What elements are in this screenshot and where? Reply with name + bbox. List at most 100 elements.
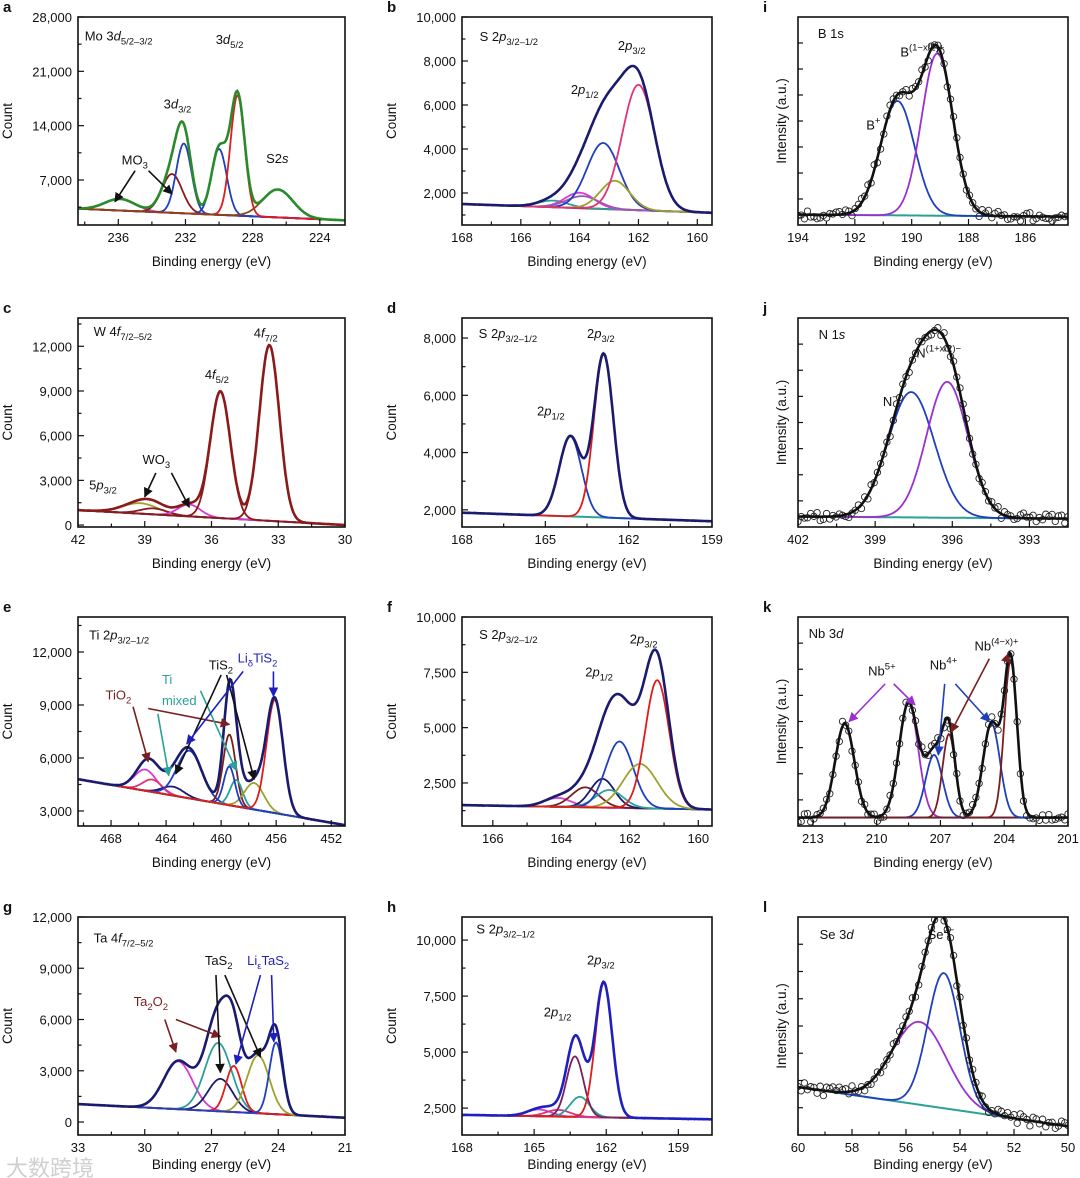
x-tick-label: 399 [864, 532, 886, 547]
envelope-line [462, 64, 712, 215]
label-part: 3/2 [601, 961, 614, 972]
x-tick-label: 186 [1015, 230, 1037, 245]
label-part: p [624, 38, 632, 53]
label-part: mixed [162, 693, 197, 708]
data-point-marker [938, 909, 944, 915]
annotation-arrow [144, 472, 157, 498]
y-tick-label: 12,000 [32, 339, 72, 354]
y-tick-label: 8,000 [423, 54, 456, 69]
y-tick-label: 4,000 [423, 142, 456, 157]
peak-annotation: S 2p3/2–1/2 [479, 627, 537, 646]
label-part: d [114, 28, 122, 43]
envelope-line [462, 648, 712, 811]
peak-annotation: 2p1/2 [537, 403, 565, 422]
label-part: 3 [216, 32, 223, 47]
axes-frame [461, 16, 713, 226]
annotation-arrow [175, 1018, 222, 1038]
peak-annotation: S2s [266, 151, 289, 166]
x-tick-label: 236 [107, 230, 129, 245]
y-tick-label: 5,000 [423, 1045, 456, 1060]
x-tick-label: 162 [628, 230, 650, 245]
data-point-marker [803, 207, 812, 215]
x-tick-label: 21 [338, 1140, 352, 1155]
x-axis-label: Binding energy (eV) [527, 254, 646, 269]
label-part: 2 [228, 666, 233, 677]
peak-annotation: WO3 [143, 452, 171, 471]
peak-annotation: N(1+x/2)− [916, 344, 961, 361]
axes-frame [797, 916, 1069, 1136]
label-part: d [171, 97, 179, 112]
label-part: Ti 2 [89, 628, 110, 643]
label-part: B [866, 117, 875, 132]
y-tick-label: 0 [65, 518, 72, 533]
data-point-marker [975, 212, 983, 221]
label-part: Ta [134, 994, 149, 1009]
label-part: 2 [126, 696, 131, 707]
panel-l: l Se 3d Se2− 60 58 56 54 52 50 Binding energy (eV… [763, 899, 1075, 1172]
data-point-marker [994, 726, 1002, 734]
panel-letter: h [387, 899, 396, 916]
label-part: 2 [587, 953, 594, 968]
annotation-arrow [1001, 653, 1012, 664]
fit-component-line [798, 701, 1068, 819]
peak-annotation: Ti 2p3/2–1/2 [89, 628, 149, 647]
peak-annotation: S 2p3/2–1/2 [479, 326, 537, 345]
data-point-marker [800, 514, 809, 522]
y-axis-label: Intensity (a.u.) [774, 679, 789, 765]
y-axis-label: Count [384, 1008, 399, 1044]
panel-letter: d [387, 300, 396, 317]
x-tick-label: 460 [210, 831, 232, 846]
x-tick-label: 52 [1007, 1140, 1021, 1155]
y-axis-label: Count [0, 703, 15, 739]
label-part: 3/2–1/2 [503, 929, 535, 940]
label-part: TiO [106, 688, 126, 703]
peak-annotation: 3d3/2 [164, 97, 192, 116]
label-part: f [212, 367, 217, 382]
label-part: S 2 [479, 627, 499, 642]
fit-component-line [78, 390, 345, 526]
axes-frame [797, 616, 1069, 827]
x-tick-label: 30 [138, 1140, 152, 1155]
peak-annotation: 2p3/2 [630, 632, 658, 651]
label-part: 4+ [946, 655, 957, 666]
label-part: d [836, 626, 844, 641]
annotation-arrow [950, 658, 991, 733]
label-part: TiS [253, 651, 272, 666]
fit-component-line [78, 749, 345, 826]
fit-component-line [798, 52, 1068, 218]
label-part: d [223, 32, 231, 47]
label-part: 2 [544, 1004, 551, 1019]
annotation-arrow [164, 1019, 178, 1053]
raw-spectrum-line [78, 994, 345, 1120]
label-part: p [636, 632, 644, 647]
label-part: Li [247, 953, 257, 968]
x-tick-label: 160 [686, 230, 708, 245]
peak-annotation: Nb(4−x)+ [974, 636, 1019, 653]
label-part: (4−x)+ [991, 636, 1019, 647]
peak-annotation: TiS2 [209, 658, 233, 677]
axes-frame [461, 616, 713, 827]
label-part: 4 [205, 367, 212, 382]
axes-frame [77, 16, 346, 226]
x-tick-label: 159 [701, 532, 723, 547]
x-tick-label: 204 [993, 831, 1015, 846]
data-point-marker [984, 206, 993, 215]
annotation-arrow [174, 674, 222, 775]
peak-annotation: Ti [162, 672, 172, 687]
label-part: p [592, 665, 600, 680]
annotation-arrow [848, 683, 886, 723]
x-axis-label: Binding energy (eV) [873, 254, 992, 269]
x-tick-label: 228 [242, 230, 264, 245]
peak-annotation: LiεTaS2 [247, 953, 289, 972]
x-tick-label: 168 [451, 1140, 473, 1155]
data-point-marker [994, 503, 1002, 511]
data-point-marker [991, 504, 999, 512]
label-part: 4 [254, 325, 261, 340]
label-part: Mo 3 [85, 28, 114, 43]
data-point-marker [965, 808, 974, 816]
